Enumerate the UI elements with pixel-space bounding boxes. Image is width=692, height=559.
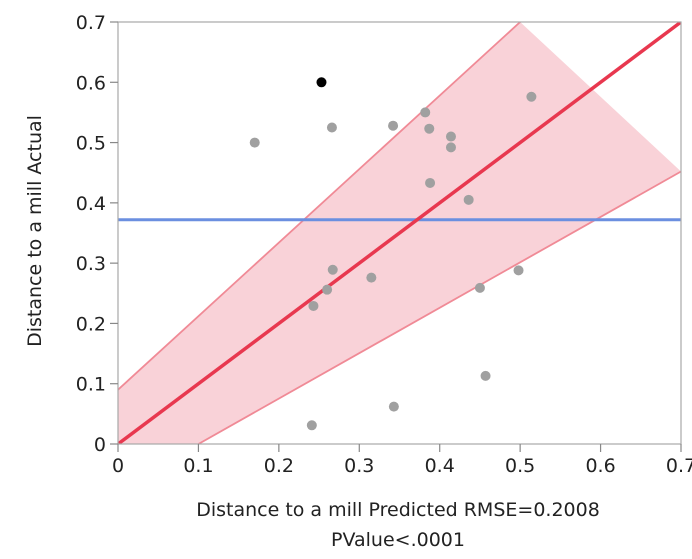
x-axis-label: Distance to a mill Predicted RMSE=0.2008 bbox=[196, 499, 600, 521]
plot-area bbox=[118, 22, 681, 444]
data-point bbox=[308, 300, 319, 311]
y-tick-label: 0.4 bbox=[76, 193, 106, 215]
data-point bbox=[322, 284, 333, 295]
y-tick-label: 0 bbox=[94, 434, 106, 456]
data-point bbox=[366, 272, 377, 283]
y-tick-label: 0.6 bbox=[76, 72, 106, 94]
y-tick-label: 0.2 bbox=[76, 313, 106, 335]
data-point bbox=[420, 107, 431, 118]
data-point bbox=[474, 282, 485, 293]
data-point bbox=[316, 77, 327, 88]
confidence-lower-line bbox=[197, 170, 681, 444]
data-point bbox=[480, 370, 491, 381]
data-point bbox=[306, 420, 317, 431]
fit-line bbox=[118, 22, 681, 444]
data-point bbox=[513, 265, 524, 276]
x-tick-label: 0.4 bbox=[425, 455, 455, 477]
x-tick-label: 0.2 bbox=[264, 455, 294, 477]
data-point bbox=[424, 123, 435, 134]
plot-frame bbox=[117, 21, 682, 445]
data-point bbox=[445, 142, 456, 153]
y-tick-label: 0.1 bbox=[76, 374, 106, 396]
data-point bbox=[425, 177, 436, 188]
y-tick-label: 0.3 bbox=[76, 253, 106, 275]
y-tick-label: 0.5 bbox=[76, 133, 106, 155]
data-point bbox=[327, 264, 338, 275]
data-point bbox=[526, 91, 537, 102]
confidence-upper-line bbox=[118, 22, 521, 391]
x-tick-label: 0.7 bbox=[666, 455, 692, 477]
data-point bbox=[388, 401, 399, 412]
x-tick-label: 0 bbox=[112, 455, 124, 477]
data-point bbox=[388, 120, 399, 131]
data-point bbox=[463, 194, 474, 205]
x-axis-label-pvalue: PValue<.0001 bbox=[331, 529, 465, 551]
data-point bbox=[249, 137, 260, 148]
y-axis-label: Distance to a mill Actual bbox=[24, 115, 46, 347]
x-tick-label: 0.6 bbox=[585, 455, 615, 477]
data-point bbox=[326, 122, 337, 133]
x-tick-label: 0.1 bbox=[183, 455, 213, 477]
x-tick-label: 0.5 bbox=[505, 455, 535, 477]
x-tick-label: 0.3 bbox=[344, 455, 374, 477]
data-point bbox=[445, 131, 456, 142]
y-tick-label: 0.7 bbox=[76, 12, 106, 34]
